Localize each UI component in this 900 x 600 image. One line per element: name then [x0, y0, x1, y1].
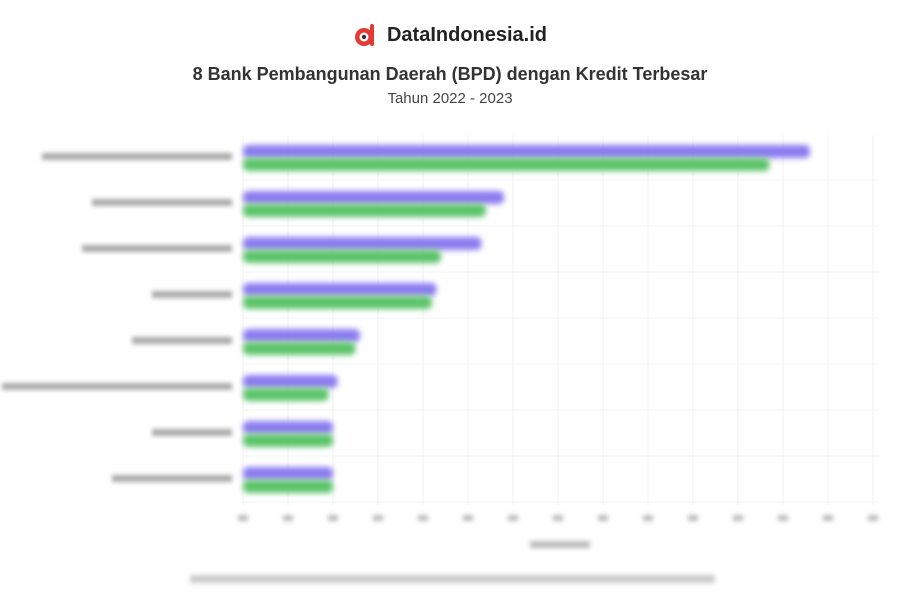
bar-series1 [243, 283, 437, 296]
bar-series1 [243, 467, 333, 480]
category-label [112, 475, 232, 482]
chart-subtitle: Tahun 2022 - 2023 [387, 90, 513, 107]
category-label [82, 245, 232, 252]
source-note [190, 575, 715, 583]
tick-label [508, 515, 518, 521]
bar-series1 [243, 329, 360, 342]
bar-series1 [243, 145, 810, 158]
tick-label [823, 515, 833, 521]
tick-label [598, 515, 608, 521]
tick-label [643, 515, 653, 521]
bar-series2 [243, 342, 356, 355]
bar-series2 [243, 480, 333, 493]
bar-series1 [243, 191, 504, 204]
bar-series1 [243, 375, 338, 388]
brand-header: DataIndonesia.id [0, 22, 900, 48]
bar-series2 [243, 296, 432, 309]
tick-label [868, 515, 878, 521]
tick-label [688, 515, 698, 521]
red-d-logo-icon [354, 24, 374, 46]
tick-label [373, 515, 383, 521]
tick-label [328, 515, 338, 521]
tick-label [463, 515, 473, 521]
category-label [2, 383, 232, 390]
tick-label [733, 515, 743, 521]
tick-label [553, 515, 563, 521]
tick-label [778, 515, 788, 521]
x-axis-label [530, 541, 590, 548]
bar-series2 [243, 388, 329, 401]
bar-series1 [243, 237, 482, 250]
category-label [152, 291, 232, 298]
tick-label [418, 515, 428, 521]
chart-title: 8 Bank Pembangunan Daerah (BPD) dengan K… [192, 64, 708, 84]
category-label [42, 153, 232, 160]
tick-label [238, 515, 248, 521]
tick-label [283, 515, 293, 521]
category-label [132, 337, 232, 344]
category-label [92, 199, 232, 206]
brand-name: DataIndonesia.id [386, 23, 548, 46]
category-label [152, 429, 232, 436]
bar-series2 [243, 434, 333, 447]
bar-series2 [243, 204, 486, 217]
bar-series2 [243, 250, 441, 263]
bar-series2 [243, 158, 770, 171]
bar-series1 [243, 421, 333, 434]
